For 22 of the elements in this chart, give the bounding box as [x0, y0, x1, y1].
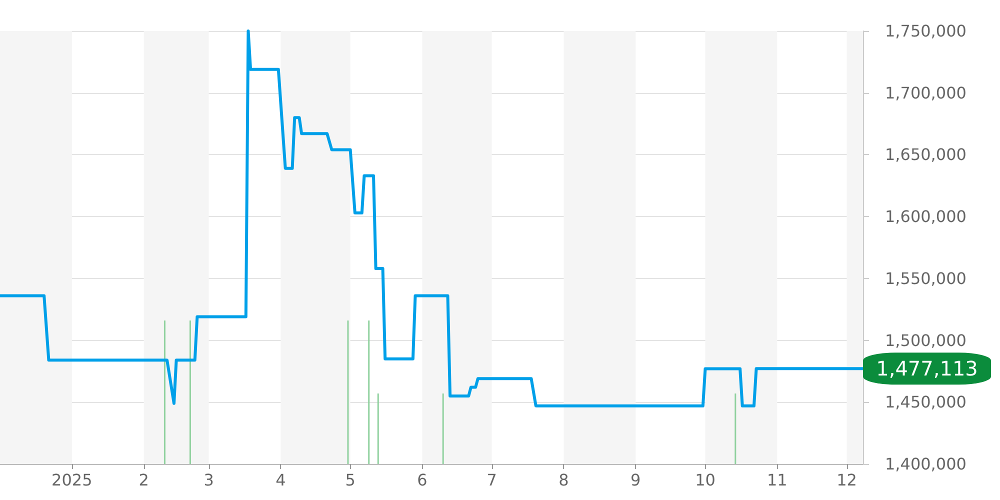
x-tick-label: 2	[138, 470, 149, 490]
x-tick-label: 4	[276, 470, 286, 490]
x-tick-label: 2025	[52, 470, 92, 490]
x-tick-label: 3	[204, 470, 214, 490]
x-tick-label: 5	[345, 470, 356, 490]
annotation: 1,477,113	[876, 356, 978, 381]
x-tick-label: 6	[417, 470, 428, 490]
y-tick-label: 1,500,000	[885, 330, 966, 350]
x-tick-label: 12	[836, 470, 857, 490]
line-series	[0, 30, 864, 408]
y-tick-label: 1,400,000	[885, 454, 966, 474]
x-tick-label: 9	[630, 470, 641, 490]
y-tick-label: 1,650,000	[885, 145, 966, 164]
x-tick-label: 8	[558, 470, 569, 490]
y-tick-label: 1,600,000	[885, 207, 966, 226]
y-tick-label: 1,550,000	[885, 268, 966, 288]
x-tick-label: 11	[766, 470, 788, 490]
y-tick-label: 1,700,000	[885, 83, 966, 102]
y-tick-label: 1,750,000	[885, 22, 966, 40]
x-tick-label: 10	[695, 470, 716, 490]
x-tick-label: 7	[486, 470, 497, 490]
y-tick-label: 1,450,000	[885, 392, 966, 412]
